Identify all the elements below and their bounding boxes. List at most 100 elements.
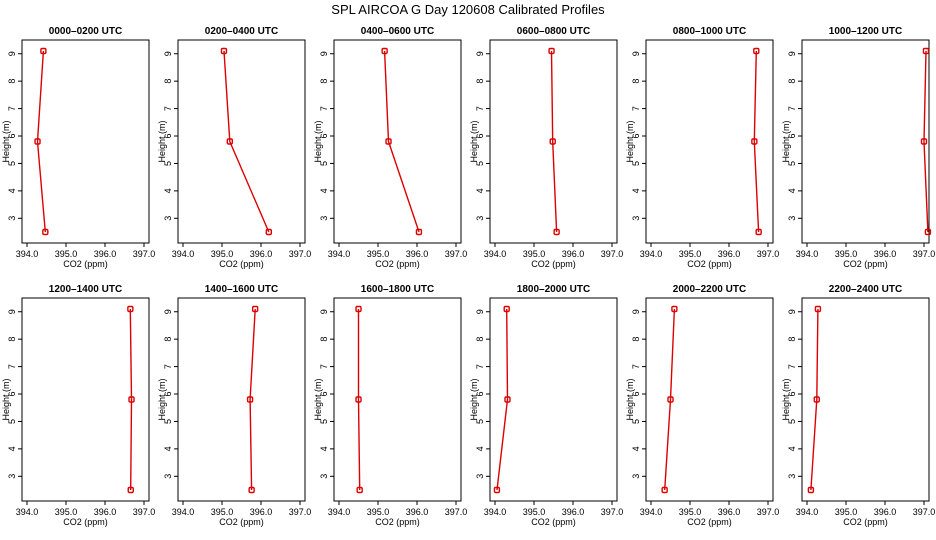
y-tick-label: 7	[163, 364, 173, 369]
x-tick-label: 397.0	[445, 249, 468, 259]
profile-panel: 1200–1400 UTC 394.0 395.0 396.0 397.0 CO2 (pp…	[1, 284, 155, 527]
x-tick-label: 397.0	[601, 507, 624, 517]
panel-title: 1800–2000 UTC	[517, 284, 590, 295]
panel-title: 1400–1600 UTC	[205, 284, 278, 295]
x-tick-label: 395.0	[55, 507, 78, 517]
profile-point	[246, 396, 254, 403]
profile-line	[550, 50, 558, 233]
x-tick-label: 396.0	[718, 507, 741, 517]
profile-point	[226, 138, 234, 145]
profile-point	[220, 47, 228, 55]
x-axis-label: CO2 (ppm)	[531, 259, 576, 269]
x-axis-label: CO2 (ppm)	[63, 517, 108, 527]
y-tick-label: 3	[631, 216, 641, 221]
x-tick-label: 395.0	[835, 249, 858, 259]
x-tick-label: 394.0	[796, 507, 819, 517]
profile-point	[807, 486, 815, 494]
x-tick-label: 395.0	[367, 507, 390, 517]
profile-line	[753, 50, 760, 233]
profile-line	[129, 308, 133, 491]
panel-title: 1000–1200 UTC	[829, 26, 902, 37]
y-tick-label: 6	[319, 392, 329, 397]
profile-panel: 0600–0800 UTC 394.0 395.0 396.0 397.0 CO2 (pp…	[469, 26, 623, 269]
y-tick-label: 7	[475, 364, 485, 369]
profile-point	[385, 138, 392, 145]
plot-frame	[333, 39, 462, 244]
y-axis-label: Height (m)	[313, 120, 323, 162]
plot-frame	[333, 297, 462, 502]
y-tick-label: 5	[163, 161, 173, 166]
profile-line	[357, 309, 361, 491]
profile-point	[813, 396, 820, 403]
y-tick-label: 6	[163, 134, 173, 139]
x-tick-label: 396.0	[94, 507, 117, 517]
y-tick-label: 7	[631, 106, 641, 111]
plot-frame	[21, 297, 150, 502]
x-tick-label: 395.0	[523, 507, 546, 517]
y-tick-label: 3	[319, 474, 329, 479]
x-tick-label: 397.0	[757, 507, 780, 517]
y-axis-label: Height (m)	[157, 120, 167, 162]
x-axis-label: CO2 (ppm)	[843, 517, 888, 527]
profile-line	[496, 308, 509, 491]
y-axis-label: Height (m)	[781, 378, 791, 420]
x-tick-label: 394.0	[484, 249, 507, 259]
profile-point	[553, 228, 560, 236]
panel-title: 0200–0400 UTC	[205, 26, 278, 37]
profile-panel: 0800–1000 UTC 394.0 395.0 396.0 397.0 CO2 (pp…	[625, 26, 779, 269]
profile-point	[671, 305, 678, 313]
y-tick-label: 9	[163, 309, 173, 314]
y-tick-label: 5	[7, 419, 17, 424]
x-tick-label: 395.0	[367, 249, 390, 259]
x-tick-label: 394.0	[172, 507, 195, 517]
y-tick-label: 4	[787, 188, 797, 193]
x-axis-label: CO2 (ppm)	[687, 517, 732, 527]
panel-title: 0600–0800 UTC	[517, 26, 590, 37]
profile-panel: 2200–2400 UTC 394.0 395.0 396.0 397.0 CO2 (pp…	[781, 284, 935, 527]
profile-point	[127, 305, 134, 313]
y-tick-label: 6	[631, 134, 641, 139]
x-axis-label: CO2 (ppm)	[531, 517, 576, 527]
y-tick-label: 8	[319, 79, 329, 84]
y-tick-label: 4	[7, 188, 17, 193]
y-tick-label: 9	[475, 51, 485, 56]
y-tick-label: 8	[7, 337, 17, 342]
profile-point	[34, 138, 41, 145]
y-tick-label: 7	[787, 106, 797, 111]
y-tick-label: 6	[7, 134, 17, 139]
x-tick-label: 396.0	[406, 507, 429, 517]
plot-frame	[645, 39, 774, 244]
panel-title: 1200–1400 UTC	[49, 284, 122, 295]
profile-point	[127, 486, 134, 494]
y-tick-label: 4	[631, 188, 641, 193]
y-tick-label: 7	[319, 364, 329, 369]
x-tick-label: 395.0	[835, 507, 858, 517]
x-tick-label: 396.0	[94, 249, 117, 259]
y-tick-label: 8	[475, 79, 485, 84]
profile-point	[753, 47, 760, 55]
x-tick-label: 394.0	[484, 507, 507, 517]
y-axis-label: Height (m)	[469, 120, 479, 162]
profile-point	[549, 138, 556, 145]
x-tick-label: 395.0	[679, 507, 702, 517]
profile-point	[265, 228, 273, 236]
x-tick-label: 396.0	[250, 507, 273, 517]
profile-point	[40, 47, 47, 55]
y-tick-label: 3	[7, 474, 17, 479]
y-tick-label: 7	[319, 106, 329, 111]
plot-frame	[177, 39, 306, 244]
y-tick-label: 9	[787, 309, 797, 314]
profile-point	[751, 138, 758, 145]
y-tick-label: 9	[787, 51, 797, 56]
x-tick-label: 394.0	[640, 249, 663, 259]
y-axis-label: Height (m)	[313, 378, 323, 420]
profile-point	[355, 396, 362, 403]
y-tick-label: 8	[631, 337, 641, 342]
x-tick-label: 394.0	[796, 249, 819, 259]
profile-line	[383, 50, 420, 233]
y-tick-label: 3	[787, 216, 797, 221]
x-tick-label: 397.0	[289, 507, 312, 517]
profile-point	[755, 228, 762, 236]
profile-point	[493, 486, 501, 494]
